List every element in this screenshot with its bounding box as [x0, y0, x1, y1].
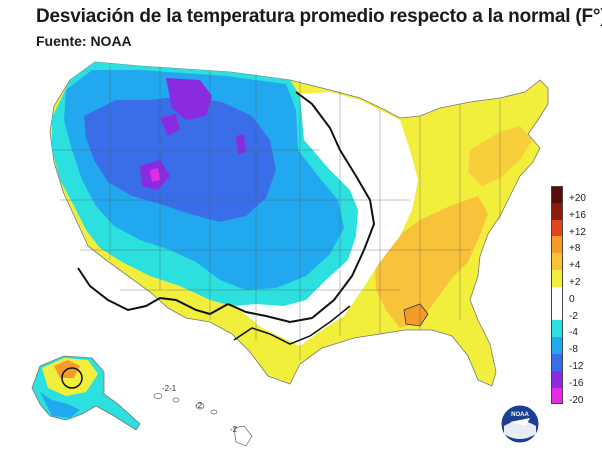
legend-label: 0: [569, 293, 575, 305]
legend-swatch: [551, 337, 563, 354]
color-legend: +20 +16 +12 +8 +4 +2 0 -2 -4 -8 -12 -16 -20: [549, 186, 599, 406]
legend-swatch: [551, 320, 563, 338]
legend-label: -12: [569, 360, 584, 372]
warm-anomaly-core: [403, 303, 429, 327]
legend-swatch: [551, 219, 563, 237]
legend-label: +8: [569, 243, 581, 255]
legend-row: +20: [549, 186, 599, 204]
noaa-logo: NOAA: [500, 404, 540, 444]
legend-swatch: [551, 202, 563, 220]
hawaii-contour-label-1: -2-1: [162, 384, 177, 393]
legend-row: -16: [549, 370, 599, 389]
legend-label: -20: [569, 394, 584, 406]
legend-swatch: [551, 186, 563, 203]
legend-label: +12: [569, 226, 586, 238]
legend-label: -16: [569, 377, 584, 389]
legend-row: +12: [549, 219, 599, 238]
legend-label: +20: [569, 193, 586, 204]
hawaii-contour-label-3: -2: [230, 425, 238, 434]
alaska-cold-coast: [40, 392, 80, 418]
legend-label: +2: [569, 276, 581, 288]
legend-row: +2: [549, 269, 599, 288]
zero-contour-line-west: [77, 267, 229, 316]
map-title: Desviación de la temperatura promedio re…: [36, 6, 602, 27]
legend-label: -8: [569, 344, 578, 356]
legend-swatch: [551, 286, 563, 304]
legend-swatch: [551, 236, 563, 254]
legend-label: -4: [569, 327, 578, 339]
cold-anomaly-strong: [84, 96, 276, 222]
legend-row: +4: [549, 253, 599, 272]
legend-row: -8: [549, 337, 599, 356]
legend-swatch: [551, 353, 563, 371]
noaa-logo-text: NOAA: [511, 412, 529, 418]
legend-label: +16: [569, 209, 586, 221]
legend-swatch: [551, 303, 563, 321]
legend-swatch: [551, 269, 563, 287]
extreme-cold-core-utah: [150, 168, 160, 182]
zero-contour-line-south: [233, 305, 351, 345]
legend-row: -20: [549, 387, 599, 406]
legend-row: +8: [549, 236, 599, 255]
legend-row: 0: [549, 286, 599, 305]
extreme-cold-pocket-wyoming: [236, 134, 246, 154]
extreme-cold-pocket-montana: [166, 78, 212, 120]
hawaii-islands: [153, 393, 253, 447]
alaska-contour-ring: [61, 367, 83, 389]
legend-swatch: [551, 253, 563, 270]
legend-swatch: [551, 370, 563, 388]
legend-row: -2: [549, 303, 599, 322]
legend-row: -4: [549, 320, 599, 339]
extreme-cold-pocket-idaho: [160, 114, 180, 136]
legend-label: +4: [569, 260, 581, 272]
map-source: Fuente: NOAA: [36, 33, 132, 49]
state-boundaries: [52, 66, 501, 360]
hawaii-contour-label-2: -2: [195, 401, 203, 410]
legend-swatch: [551, 387, 563, 405]
legend-row: +16: [549, 202, 599, 221]
legend-label: -2: [569, 310, 578, 322]
legend-row: -12: [549, 353, 599, 372]
